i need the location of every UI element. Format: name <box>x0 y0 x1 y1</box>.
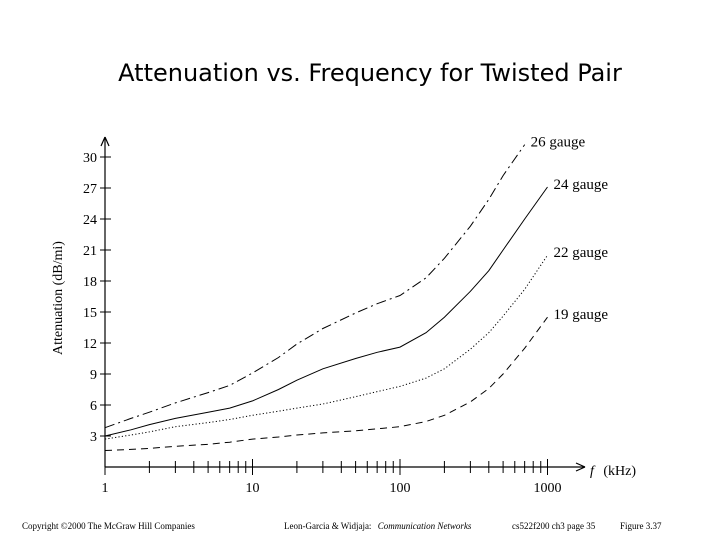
series-label-22-gauge: 22 gauge <box>554 245 609 261</box>
footer-citation: Leon-Garcia & Widjaja: Communication Net… <box>284 521 472 531</box>
y-axis-label: Attenuation (dB/mi) <box>51 241 66 355</box>
x-axis-arrow-bottom <box>575 466 586 472</box>
footer-course: cs522f200 ch3 page 35 <box>512 521 596 531</box>
y-tick-label-9: 9 <box>90 368 97 383</box>
y-tick-label-6: 6 <box>90 399 97 414</box>
x-tick-label-1: 1 <box>102 481 109 496</box>
y-tick-label-21: 21 <box>83 244 97 259</box>
footer-copyright: Copyright ©2000 The McGraw Hill Companie… <box>22 521 195 531</box>
y-tick-label-27: 27 <box>83 182 97 197</box>
y-axis-arrow-left <box>100 136 106 147</box>
x-ticks: 1 10 100 1000 <box>102 459 562 496</box>
series-line-19-gauge <box>104 316 548 451</box>
y-tick-label-30: 30 <box>83 151 97 166</box>
y-tick-label-18: 18 <box>83 275 97 290</box>
x-axis-label-var: f <box>590 464 596 479</box>
footer-book: Communication Networks <box>378 521 472 531</box>
x-tick-label-1000: 1000 <box>534 481 562 496</box>
y-tick-label-3: 3 <box>90 430 97 445</box>
footer: Copyright ©2000 The McGraw Hill Companie… <box>22 521 662 531</box>
x-tick-label-100: 100 <box>390 481 411 496</box>
series-line-26-gauge <box>104 144 526 429</box>
y-tick-label-24: 24 <box>83 213 97 228</box>
x-axis-label-unit: (kHz) <box>603 464 636 479</box>
x-axis-label: f (kHz) <box>590 464 636 479</box>
series-line-24-gauge <box>104 186 548 437</box>
footer-authors: Leon-Garcia & Widjaja: <box>284 521 371 531</box>
series-label-24-gauge: 24 gauge <box>554 177 609 193</box>
chart-title: Attenuation vs. Frequency for Twisted Pa… <box>118 59 622 87</box>
y-tick-label-15: 15 <box>83 306 97 321</box>
plot-axes <box>100 136 586 472</box>
series-line-22-gauge <box>104 254 548 440</box>
y-ticks: 3 6 9 12 15 18 21 24 27 30 <box>83 151 111 445</box>
x-tick-label-10: 10 <box>246 481 260 496</box>
footer-figure: Figure 3.37 <box>620 521 662 531</box>
series-label-26-gauge: 26 gauge <box>531 135 586 151</box>
series-label-19-gauge: 19 gauge <box>554 307 609 323</box>
x-axis-arrow-top <box>575 462 586 468</box>
y-tick-label-12: 12 <box>83 337 97 352</box>
series-lines: 26 gauge 24 gauge 22 gauge 19 gauge <box>104 135 609 451</box>
y-axis-arrow-right <box>104 136 110 147</box>
